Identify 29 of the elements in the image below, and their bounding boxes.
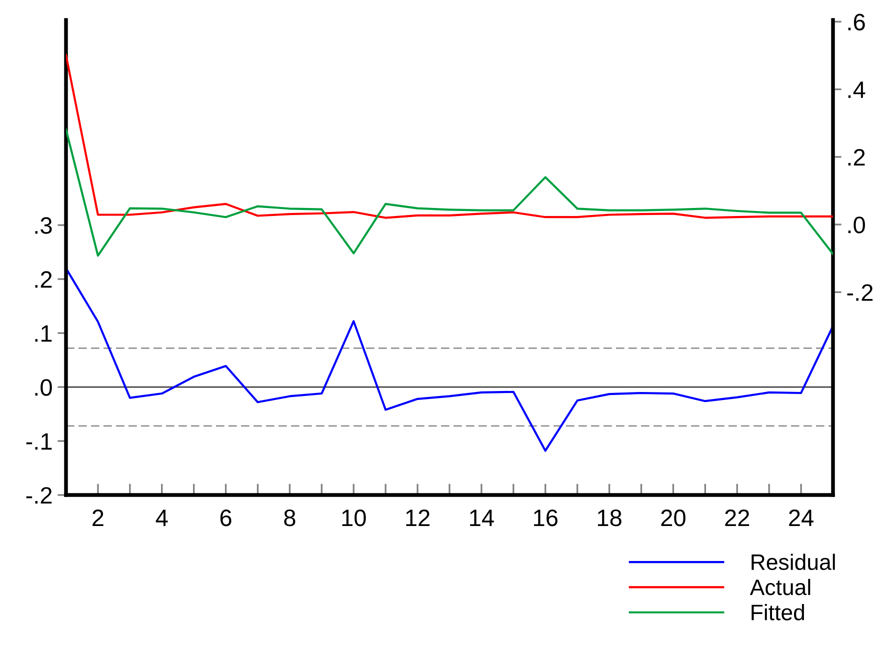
y-tick-label: -.1 — [26, 433, 52, 450]
y2-tick-label: .2 — [848, 148, 865, 166]
x-tick-label: 24 — [789, 510, 814, 526]
y-tick-label: -.2 — [26, 487, 52, 504]
line-series — [66, 267, 833, 452]
y-tick-label: .0 — [35, 379, 52, 396]
x-tick-label: 18 — [598, 510, 622, 526]
line-series — [66, 128, 833, 257]
x-tick-label: 2 — [92, 510, 104, 526]
x-tick-label: 8 — [284, 510, 296, 526]
y2-tick-label: .6 — [848, 14, 865, 30]
line-series — [66, 54, 833, 219]
legend-label: Fitted — [752, 604, 804, 620]
x-tick-label: 20 — [661, 510, 686, 526]
x-tick-label: 14 — [470, 510, 494, 526]
x-tick-label: 22 — [725, 510, 750, 526]
y-tick-label: .1 — [35, 325, 52, 342]
x-tick-label: 16 — [534, 510, 558, 526]
y2-tick-label: .0 — [848, 216, 865, 234]
y2-tick-label: .4 — [848, 82, 866, 98]
x-tick-label: 4 — [156, 510, 168, 526]
y-tick-label: .3 — [35, 217, 52, 234]
legend-label: Residual — [752, 554, 835, 570]
x-tick-label: 10 — [342, 510, 366, 526]
y2-tick-label: -.2 — [847, 284, 873, 301]
y-tick-label: .2 — [35, 271, 52, 288]
x-tick-label: 12 — [406, 510, 430, 526]
x-tick-label: 6 — [220, 510, 232, 526]
legend-label: Actual — [750, 578, 810, 596]
